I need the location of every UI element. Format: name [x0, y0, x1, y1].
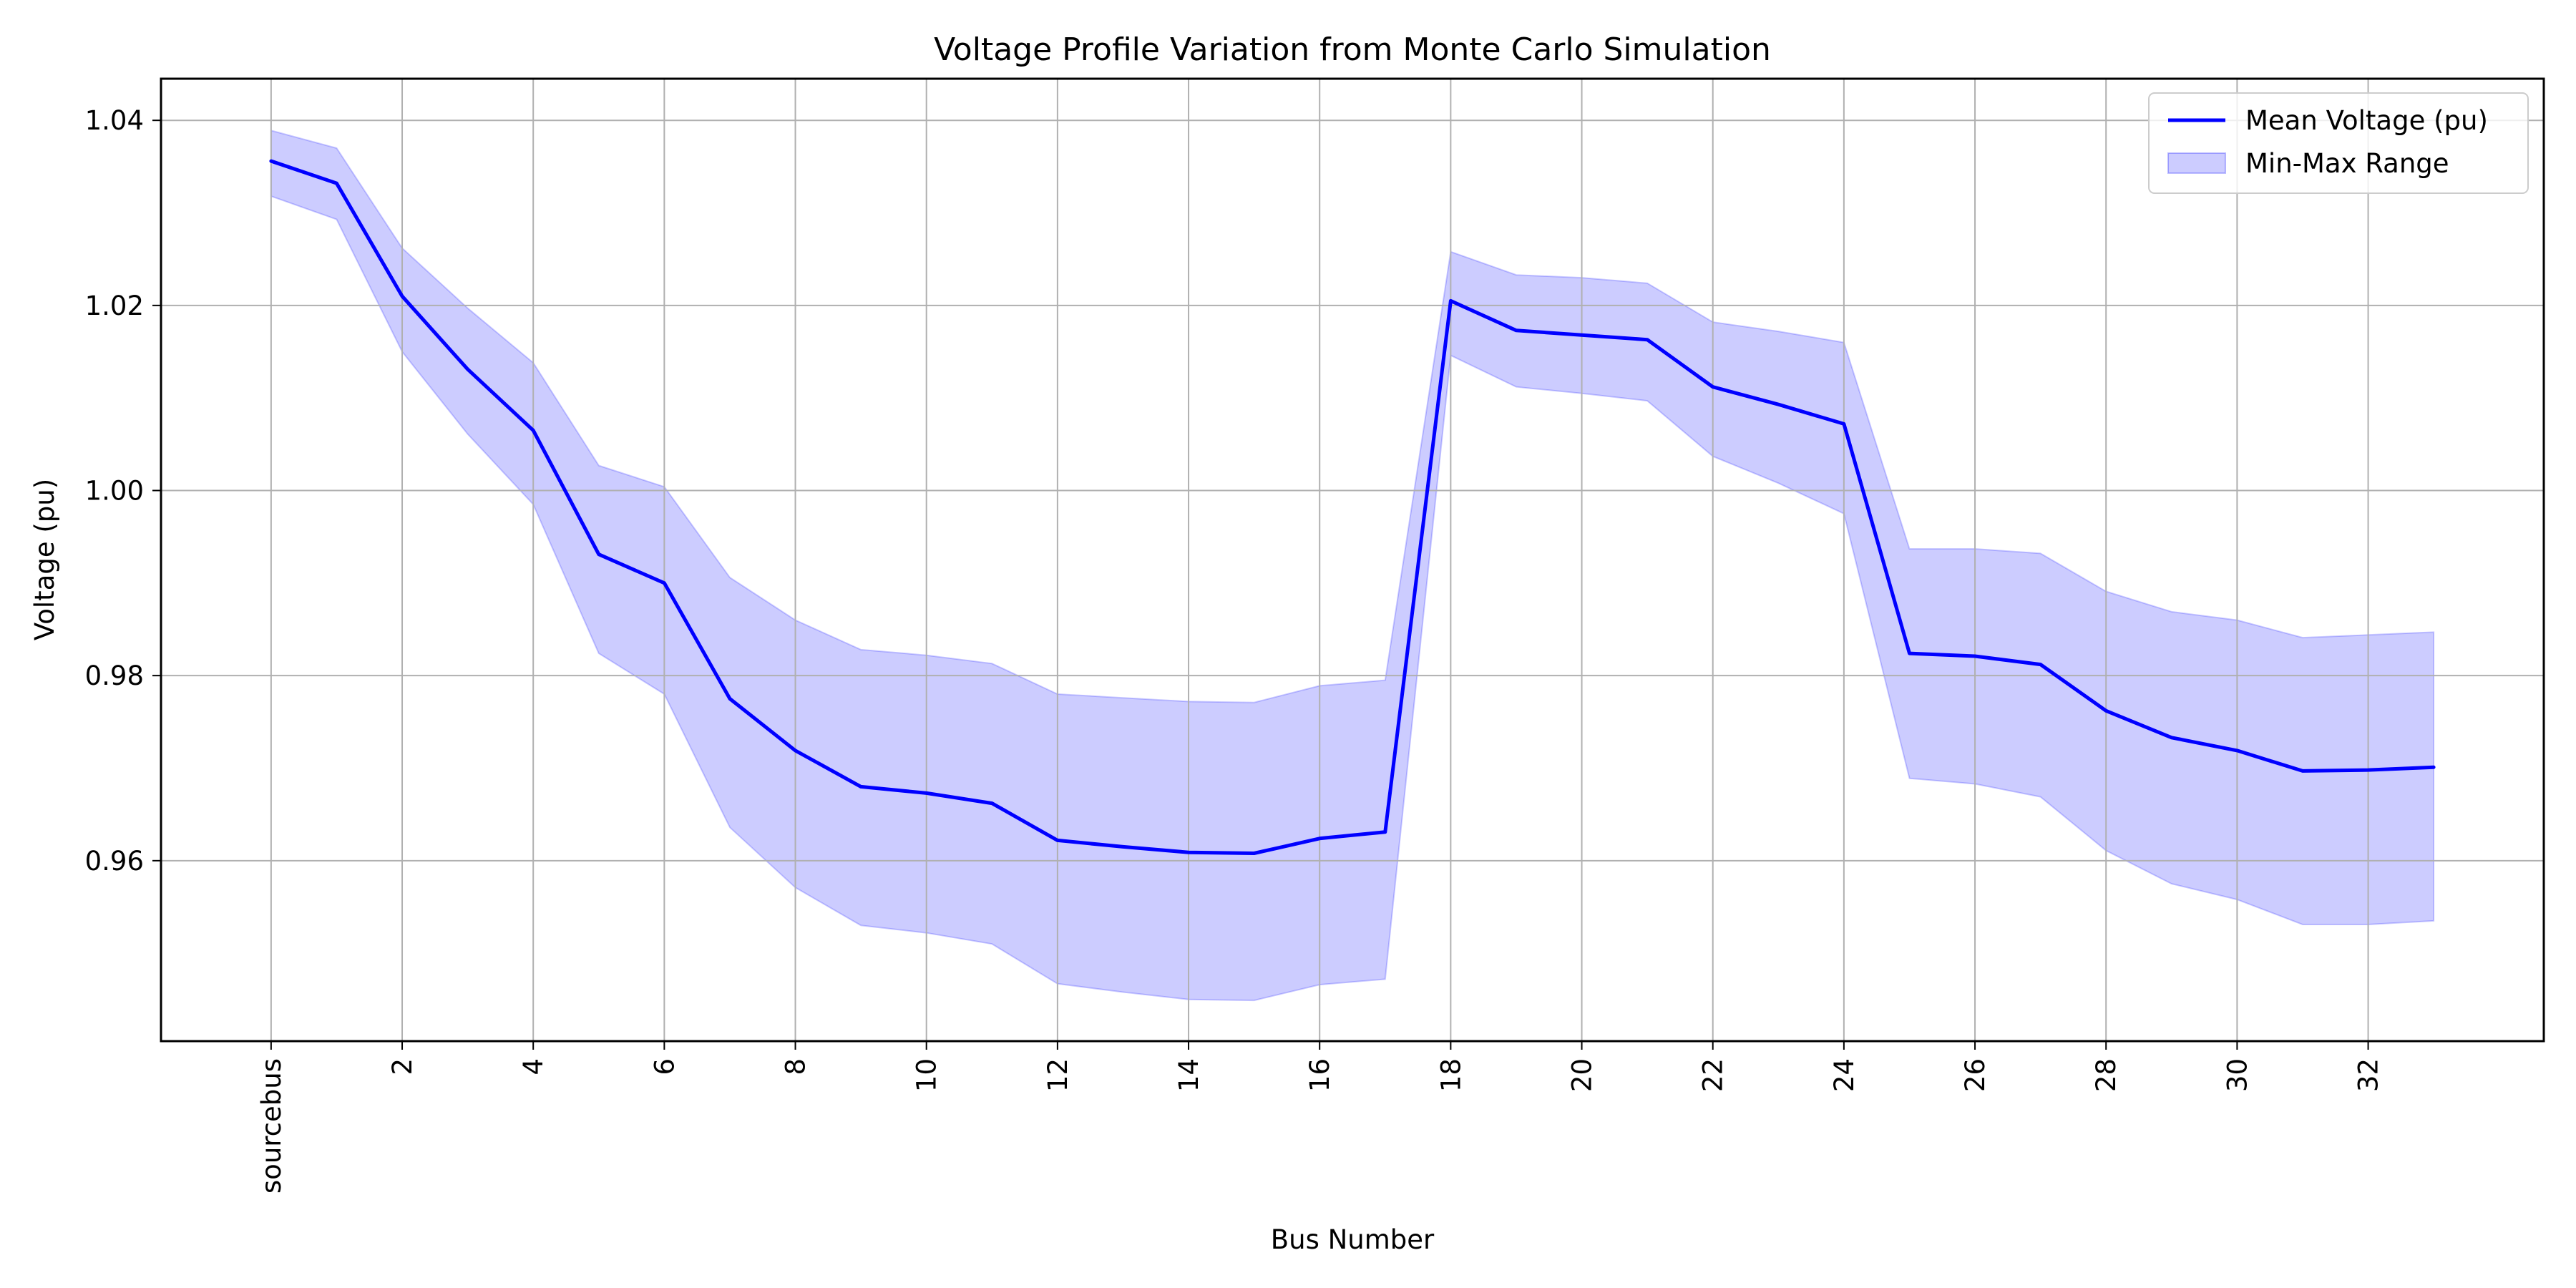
y-axis-ticks: 0.96 0.98 1.00 1.02 1.04 [85, 105, 161, 877]
x-tick-label: 18 [1435, 1058, 1466, 1092]
legend-swatch-min-max-range [2167, 152, 2226, 174]
x-tick-label: 16 [1304, 1058, 1335, 1092]
band-layer [270, 130, 2435, 1002]
y-tick-label: 1.00 [85, 476, 144, 507]
x-tick-label: 22 [1698, 1058, 1729, 1092]
min-max-range-band [270, 130, 2435, 1002]
x-axis-ticks: sourcebus 2 4 6 8 10 12 14 16 18 20 22 24 26 28 30 32 [256, 1041, 2384, 1194]
x-tick-label: 24 [1829, 1058, 1860, 1092]
chart-title: Voltage Profile Variation from Monte Car… [934, 31, 1771, 68]
x-tick-label: 12 [1043, 1058, 1073, 1092]
x-tick-label: 10 [912, 1058, 942, 1092]
legend-box [2148, 92, 2529, 194]
x-tick-label: 4 [518, 1058, 549, 1075]
x-tick-label: 28 [2091, 1058, 2122, 1092]
legend: Mean Voltage (pu) Min-Max Range [2148, 92, 2529, 194]
x-tick-label: 8 [781, 1058, 811, 1075]
x-tick-label: 30 [2222, 1058, 2253, 1092]
x-tick-label: 6 [649, 1058, 680, 1075]
plot-area-frame [160, 77, 2545, 1043]
line-layer [269, 159, 2436, 855]
x-tick-label: 26 [1960, 1058, 1991, 1092]
x-tick-label: sourcebus [256, 1058, 287, 1194]
y-tick-label: 0.96 [85, 846, 144, 877]
y-axis-label: Voltage (pu) [29, 479, 60, 640]
y-tick-label: 1.04 [85, 105, 144, 136]
grid-layer [161, 79, 2544, 1041]
x-axis-label: Bus Number [1271, 1224, 1435, 1255]
x-tick-label: 14 [1174, 1058, 1204, 1092]
legend-label-min-max-range: Min-Max Range [2245, 148, 2449, 179]
y-tick-label: 0.98 [85, 660, 144, 691]
y-tick-label: 1.02 [85, 291, 144, 321]
legend-label-mean-voltage: Mean Voltage (pu) [2245, 105, 2488, 136]
mean-voltage-line [269, 159, 2436, 855]
x-tick-label: 2 [387, 1058, 418, 1075]
x-tick-label: 20 [1567, 1058, 1598, 1092]
x-tick-label: 32 [2353, 1058, 2384, 1092]
